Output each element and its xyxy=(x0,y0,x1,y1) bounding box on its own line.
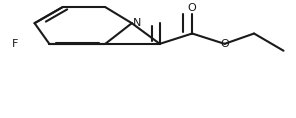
Text: N: N xyxy=(133,18,142,28)
Text: O: O xyxy=(188,3,197,13)
Text: F: F xyxy=(12,39,18,49)
Text: O: O xyxy=(220,39,229,49)
